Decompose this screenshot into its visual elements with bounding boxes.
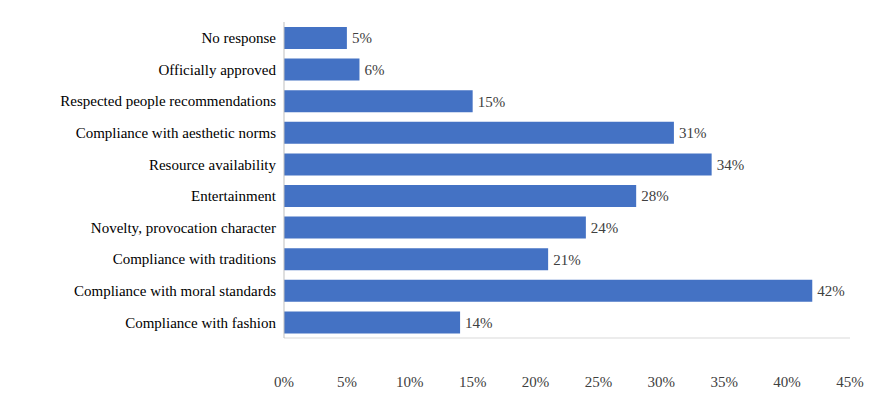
svg-text:25%: 25% [585, 374, 613, 390]
svg-text:Compliance with fashion: Compliance with fashion [125, 315, 276, 331]
svg-text:Officially approved: Officially approved [158, 62, 276, 78]
svg-text:21%: 21% [553, 252, 581, 268]
svg-text:31%: 31% [679, 125, 707, 141]
svg-text:42%: 42% [817, 283, 845, 299]
svg-text:5%: 5% [337, 374, 357, 390]
svg-text:15%: 15% [478, 94, 506, 110]
svg-text:10%: 10% [396, 374, 424, 390]
svg-text:Novelty, provocation character: Novelty, provocation character [91, 220, 276, 236]
svg-text:Respected people recommendatio: Respected people recommendations [60, 93, 276, 109]
svg-text:6%: 6% [364, 62, 384, 78]
svg-text:28%: 28% [641, 188, 669, 204]
svg-text:Entertainment: Entertainment [191, 188, 277, 204]
svg-text:Compliance with moral standard: Compliance with moral standards [74, 283, 276, 299]
svg-text:No response: No response [201, 30, 276, 46]
svg-text:20%: 20% [522, 374, 550, 390]
svg-text:24%: 24% [591, 220, 619, 236]
svg-text:Compliance with aesthetic norm: Compliance with aesthetic norms [76, 125, 277, 141]
svg-text:35%: 35% [710, 374, 738, 390]
svg-text:5%: 5% [352, 30, 372, 46]
svg-text:14%: 14% [465, 315, 493, 331]
svg-text:40%: 40% [773, 374, 801, 390]
svg-text:15%: 15% [459, 374, 487, 390]
svg-text:0%: 0% [274, 374, 294, 390]
svg-text:30%: 30% [648, 374, 676, 390]
svg-text:45%: 45% [836, 374, 864, 390]
svg-text:Resource availability: Resource availability [149, 157, 277, 173]
svg-text:Compliance with traditions: Compliance with traditions [113, 251, 276, 267]
svg-text:34%: 34% [717, 157, 745, 173]
